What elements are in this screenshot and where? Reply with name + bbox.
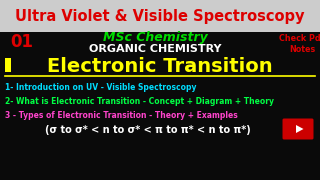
Text: MSc Chemistry: MSc Chemistry <box>103 31 207 44</box>
Text: Electronic Transition: Electronic Transition <box>47 57 273 75</box>
Text: 01: 01 <box>10 33 33 51</box>
Text: 3 - Types of Electronic Transition - Theory + Examples: 3 - Types of Electronic Transition - The… <box>5 111 238 120</box>
Bar <box>5 58 11 72</box>
Text: 2- What is Electronic Transition - Concept + Diagram + Theory: 2- What is Electronic Transition - Conce… <box>5 96 274 105</box>
Text: 1- Introduction on UV - Visible Spectroscopy: 1- Introduction on UV - Visible Spectros… <box>5 82 196 91</box>
Polygon shape <box>296 125 303 133</box>
Text: ORGANIC CHEMISTRY: ORGANIC CHEMISTRY <box>89 44 221 54</box>
Text: (σ to σ* < n to σ* < π to π* < n to π*): (σ to σ* < n to σ* < π to π* < n to π*) <box>45 125 251 135</box>
FancyBboxPatch shape <box>283 118 314 140</box>
Bar <box>0 0 320 32</box>
Text: Check Pdf
Notes: Check Pdf Notes <box>279 34 320 54</box>
Text: Ultra Violet & Visible Spectroscopy: Ultra Violet & Visible Spectroscopy <box>15 8 305 24</box>
